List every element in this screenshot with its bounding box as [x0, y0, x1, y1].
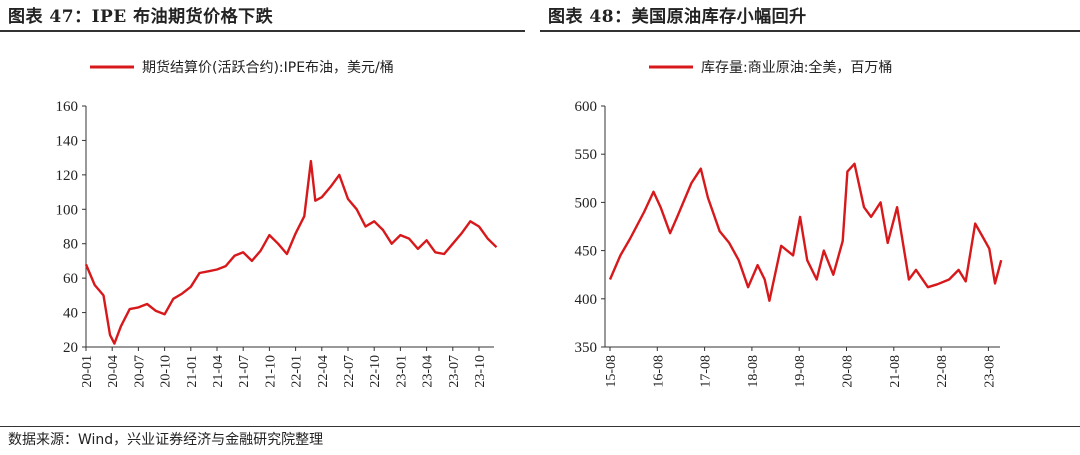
x-tick-label: 19-08 [793, 355, 808, 388]
source-note: 数据来源：Wind，兴业证券经济与金融研究院整理 [8, 432, 324, 448]
x-tick-label: 17-08 [699, 355, 714, 388]
y-tick-label: 80 [63, 237, 78, 253]
x-tick-label: 21-07 [237, 355, 252, 388]
left-title-rule [0, 30, 525, 32]
x-tick-label: 23-07 [447, 355, 462, 388]
x-tick-label: 22-01 [290, 355, 305, 388]
x-tick-label: 23-10 [473, 355, 488, 388]
x-tick-label: 20-04 [106, 355, 121, 388]
legend: 库存量:商业原油:全美，百万桶 [649, 59, 892, 76]
series-line [84, 159, 498, 345]
x-tick-label: 16-08 [651, 355, 666, 388]
x-tick-label: 21-08 [888, 355, 903, 388]
legend: 期货结算价(活跃合约):IPE布油，美元/桶 [90, 59, 394, 76]
y-tick-label: 350 [575, 340, 598, 356]
x-tick-label: 22-08 [935, 355, 950, 388]
x-tick-label: 22-10 [368, 355, 383, 388]
x-tick-label: 18-08 [746, 355, 761, 388]
y-tick-label: 20 [63, 340, 78, 356]
x-tick-label: 20-10 [159, 355, 174, 388]
x-tick-label: 15-08 [604, 355, 619, 388]
legend-label: 期货结算价(活跃合约):IPE布油，美元/桶 [142, 59, 394, 76]
right-title-rule [540, 30, 1080, 32]
footer-rule [0, 426, 1080, 427]
x-tick-label: 20-01 [80, 355, 95, 388]
x-tick-label: 22-07 [342, 355, 357, 388]
x-tick-label: 23-01 [394, 355, 409, 388]
x-tick-label: 21-04 [211, 355, 226, 388]
y-tick-label: 40 [63, 306, 78, 322]
crude-inventory-chart: 库存量:商业原油:全美，百万桶 350 400 450 500 550 600 15-08 16… [575, 59, 1003, 388]
x-tick-label: 20-08 [841, 355, 856, 388]
x-tick-label: 21-01 [185, 355, 200, 388]
brent-futures-chart: 期货结算价(活跃合约):IPE布油，美元/桶 20 40 60 80 100 120 140 1… [56, 59, 498, 388]
x-tick-label: 23-04 [421, 355, 436, 388]
y-tick-label: 400 [575, 292, 598, 308]
series-line [608, 162, 1003, 302]
right-chart-title: 图表 48：美国原油库存小幅回升 [548, 7, 807, 27]
legend-label: 库存量:商业原油:全美，百万桶 [701, 59, 892, 76]
x-tick-label: 23-08 [982, 355, 997, 388]
x-tick-label: 22-04 [316, 355, 331, 388]
y-tick-label: 600 [575, 99, 598, 115]
y-tick-label: 140 [56, 133, 79, 149]
x-tick-label: 20-07 [132, 355, 147, 388]
x-tick-label: 21-10 [263, 355, 278, 388]
y-tick-label: 550 [575, 147, 598, 163]
y-tick-label: 100 [56, 202, 79, 218]
y-tick-label: 120 [56, 168, 79, 184]
y-tick-label: 500 [575, 195, 598, 211]
y-tick-label: 60 [63, 271, 78, 287]
left-chart-title: 图表 47：IPE 布油期货价格下跌 [8, 7, 274, 27]
y-tick-label: 450 [575, 244, 598, 260]
y-tick-label: 160 [56, 99, 79, 115]
